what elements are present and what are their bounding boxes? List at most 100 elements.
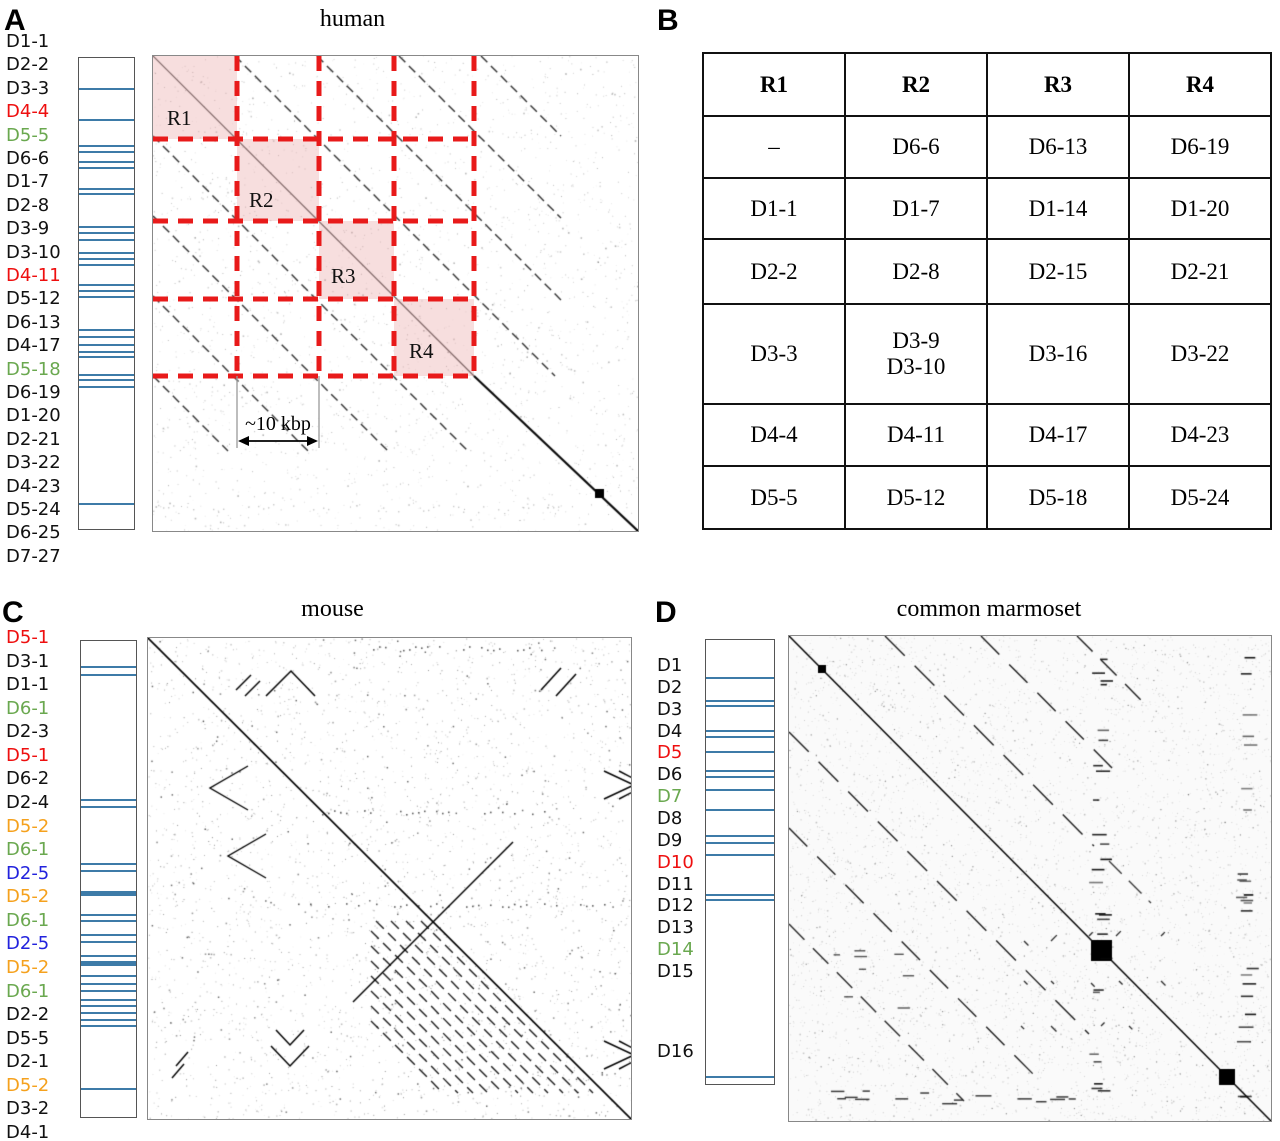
row-label: D6-1 [6,839,50,861]
table-cell: – [702,115,846,179]
row-label: D6-1 [6,909,50,931]
scale-arrowhead [238,436,249,446]
row-label: D4-11 [6,265,61,286]
row-label: D8 [657,808,683,830]
table-cell: D4-11 [844,403,988,467]
row-label: D2-1 [6,1051,50,1073]
band-line [79,386,134,389]
band-line [706,1076,774,1079]
table-cell: D1-1 [702,177,846,240]
panel-a-title: human [319,6,386,32]
row-label: D5-2 [6,1074,50,1096]
band-line [79,151,134,154]
table-cell: D2-8 [844,238,988,305]
panel-d-deletion-barcode [705,639,775,1085]
table-cell: D2-15 [986,238,1130,305]
panel-d-letter: D [655,596,677,629]
band-line [81,983,136,986]
panel-a-dotplot: R1 R2 R3 R4 ~10 kbp [152,55,639,532]
row-label: D15 [657,961,694,983]
band-line [79,336,134,339]
row-label: D4-4 [6,101,50,123]
band-line [79,239,134,242]
row-label: D2 [657,676,683,698]
row-label: D4-23 [6,475,61,497]
band-line [79,296,134,299]
panel-c-letter: C [2,596,24,629]
row-label: D6-1 [6,697,50,719]
band-line [79,232,134,235]
panel-d-dotplot-canvas [789,636,1271,1121]
row-label: D3-9 [6,218,50,240]
table-cell: D4-17 [986,403,1130,467]
band-line [81,891,136,896]
band-line [79,226,134,229]
band-line [81,806,136,809]
band-line [81,955,136,958]
band-line [81,799,136,802]
table-cell: D4-23 [1128,403,1272,467]
table-cell: D5-12 [844,465,988,530]
row-label: D5-18 [6,358,61,380]
scale-arrowhead [307,436,318,446]
region-label: R4 [409,339,434,363]
row-label: D14 [657,939,694,961]
table-cell: D6-19 [1128,115,1272,179]
band-line [79,88,134,91]
band-line [706,842,774,845]
row-label: D1-7 [6,171,50,193]
band-line [79,503,134,506]
row-label: D1-20 [6,405,61,427]
row-label: D6-19 [6,382,61,403]
row-label: D2-3 [6,721,50,743]
panel-a-region-overlay: R1 R2 R3 R4 ~10 kbp [153,56,477,448]
band-line [81,990,136,993]
table-cell: D3-16 [986,303,1130,405]
table-header-cell: R3 [986,52,1130,117]
region-highlight-box [153,56,237,139]
band-line [706,736,774,739]
region-highlight-box [319,221,394,299]
band-line [706,809,774,812]
band-line [706,770,774,773]
band-line [81,975,136,978]
band-line [81,961,136,966]
band-line [79,374,134,377]
row-label: D5-5 [6,1027,50,1049]
panel-b-letter: B [657,4,679,37]
table-cell: D3-22 [1128,303,1272,405]
band-line [706,776,774,779]
row-label: D11 [657,873,694,895]
panel-c-title: mouse [301,596,364,622]
panel-c-deletion-barcode [80,640,137,1118]
row-label: D16 [657,1041,694,1062]
row-label: D4-1 [6,1121,50,1141]
band-line [79,264,134,267]
row-label: D5-24 [6,499,61,520]
row-label: D7-27 [6,545,61,567]
panel-c-dotplot [147,637,632,1120]
band-line [81,863,136,866]
band-line [79,351,134,354]
row-label: D12 [657,895,694,917]
band-line [81,999,136,1002]
band-line [81,920,136,923]
row-label: D5 [657,742,683,764]
region-label: R1 [167,106,192,130]
panel-d-dotplot [788,635,1272,1122]
row-label: D2-21 [6,428,61,450]
row-label: D7 [657,786,683,808]
table-header-cell: R4 [1128,52,1272,117]
band-line [79,284,134,287]
band-line [81,1025,136,1028]
band-line [79,290,134,293]
table-header-cell: R2 [844,52,988,117]
band-line [81,870,136,873]
band-line [79,188,134,191]
band-line [706,789,774,792]
row-label: D10 [657,851,694,873]
row-label: D6-2 [6,768,50,790]
row-label: D3-2 [6,1098,50,1120]
band-line [706,894,774,897]
